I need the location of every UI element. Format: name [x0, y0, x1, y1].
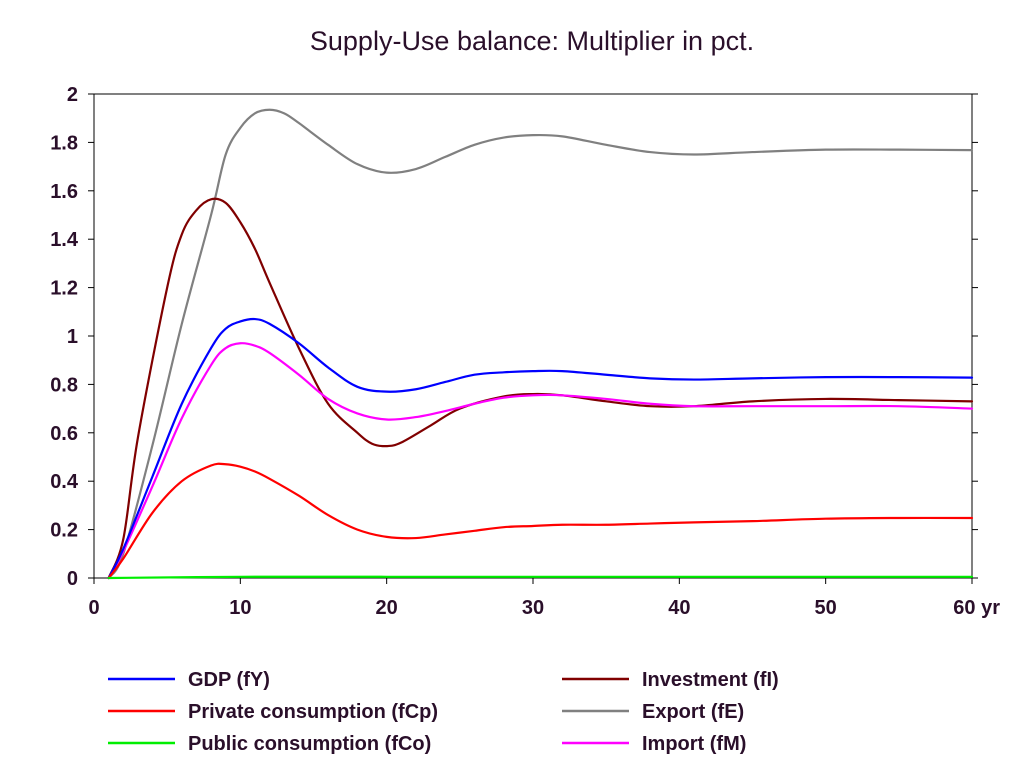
legend-label: Public consumption (fCo) — [188, 733, 431, 755]
legend-label: Investment (fI) — [642, 669, 779, 691]
legend-item: GDP (fY) — [108, 669, 270, 691]
legend-item: Public consumption (fCo) — [108, 733, 431, 755]
legend-label: Import (fM) — [642, 733, 746, 755]
y-tick-label: 0 — [67, 568, 78, 590]
series-line-export-fe — [107, 108, 974, 580]
series-line-public-consumption-fco — [107, 575, 974, 580]
legend-label: GDP (fY) — [188, 669, 270, 691]
y-tick-label: 1 — [67, 326, 78, 348]
x-tick-label: 60 yr — [953, 597, 1000, 619]
y-tick-label: 0.8 — [50, 374, 78, 396]
x-tick-label: 40 — [668, 597, 690, 619]
y-tick-label: 0.2 — [50, 520, 78, 542]
x-tick-label: 20 — [376, 597, 398, 619]
series-line-gdp-fy — [107, 317, 974, 580]
y-tick-label: 2 — [67, 84, 78, 106]
legend-item: Private consumption (fCp) — [108, 701, 438, 723]
y-tick-label: 1.8 — [50, 132, 78, 154]
x-tick-label: 50 — [815, 597, 837, 619]
x-tick-label: 0 — [88, 597, 99, 619]
axes: 00.20.40.60.811.21.41.61.820 10 20 30 40 50 60… — [50, 84, 1000, 619]
y-tick-label: 0.4 — [50, 471, 79, 493]
x-tick-label: 10 — [229, 597, 251, 619]
series-lines — [107, 108, 974, 580]
y-tick-label: 1.6 — [50, 181, 78, 203]
legend-label: Private consumption (fCp) — [188, 701, 438, 723]
y-tick-label: 1.2 — [50, 278, 78, 300]
series-line-import-fm — [107, 342, 974, 580]
legend-item: Investment (fI) — [562, 669, 779, 691]
chart-title: Supply-Use balance: Multiplier in pct. — [310, 26, 754, 56]
legend-item: Export (fE) — [562, 701, 744, 723]
x-tick-label: 30 — [522, 597, 544, 619]
legend-label: Export (fE) — [642, 701, 744, 723]
y-tick-label: 1.4 — [50, 229, 79, 251]
legend: GDP (fY) Private consumption (fCp) Public … — [108, 669, 779, 755]
series-line-private-consumption-fcp — [107, 462, 974, 580]
legend-item: Import (fM) — [562, 733, 746, 755]
series-line-investment-fi — [107, 197, 974, 580]
y-tick-label: 0.6 — [50, 423, 78, 445]
plot-frame — [93, 93, 973, 579]
